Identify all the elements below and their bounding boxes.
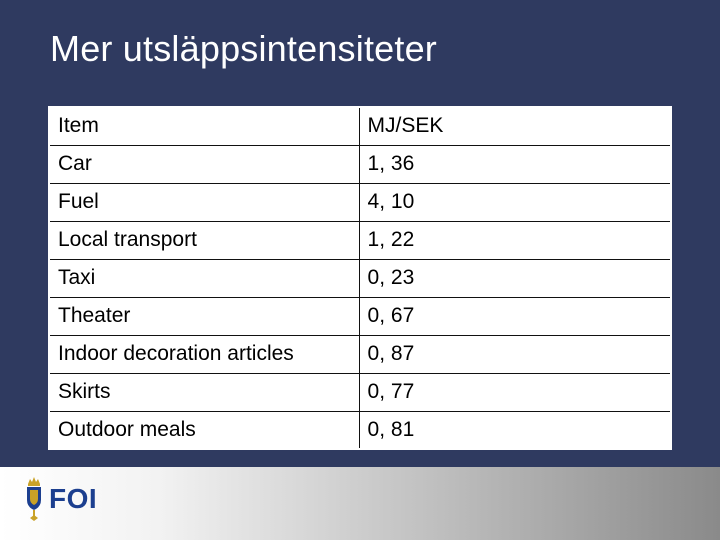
- row-item: Fuel: [48, 182, 360, 222]
- row-item: Taxi: [48, 258, 360, 298]
- row-value: 0, 87: [358, 334, 672, 374]
- row-value: 0, 77: [358, 372, 672, 412]
- table-row: Local transport 1, 22: [48, 220, 672, 260]
- row-value: 4, 10: [358, 182, 672, 222]
- table-row: Taxi 0, 23: [48, 258, 672, 298]
- row-item: Local transport: [48, 220, 360, 260]
- row-value: 1, 22: [358, 220, 672, 260]
- table-header-row: Item MJ/SEK: [48, 106, 672, 146]
- row-item: Car: [48, 144, 360, 184]
- logo-text: FOI: [49, 483, 98, 514]
- slide-title: Mer utsläppsintensiteter: [50, 28, 437, 69]
- row-value: 1, 36: [358, 144, 672, 184]
- table-row: Theater 0, 67: [48, 296, 672, 336]
- foi-logo: FOI: [24, 474, 97, 524]
- foi-emblem-icon: [27, 477, 41, 521]
- header-item: Item: [48, 106, 360, 146]
- row-value: 0, 23: [358, 258, 672, 298]
- footer-band: [0, 467, 720, 540]
- row-item: Skirts: [48, 372, 360, 412]
- row-item: Indoor decoration articles: [48, 334, 360, 374]
- table-row: Outdoor meals 0, 81: [48, 410, 672, 450]
- row-item: Theater: [48, 296, 360, 336]
- table-row: Fuel 4, 10: [48, 182, 672, 222]
- table-row: Indoor decoration articles 0, 87: [48, 334, 672, 374]
- table-row: Car 1, 36: [48, 144, 672, 184]
- row-value: 0, 81: [358, 410, 672, 450]
- header-value: MJ/SEK: [358, 106, 672, 146]
- row-value: 0, 67: [358, 296, 672, 336]
- emission-intensity-table: Item MJ/SEK Car 1, 36 Fuel 4, 10 Local t…: [48, 106, 672, 450]
- table-row: Skirts 0, 77: [48, 372, 672, 412]
- row-item: Outdoor meals: [48, 410, 360, 450]
